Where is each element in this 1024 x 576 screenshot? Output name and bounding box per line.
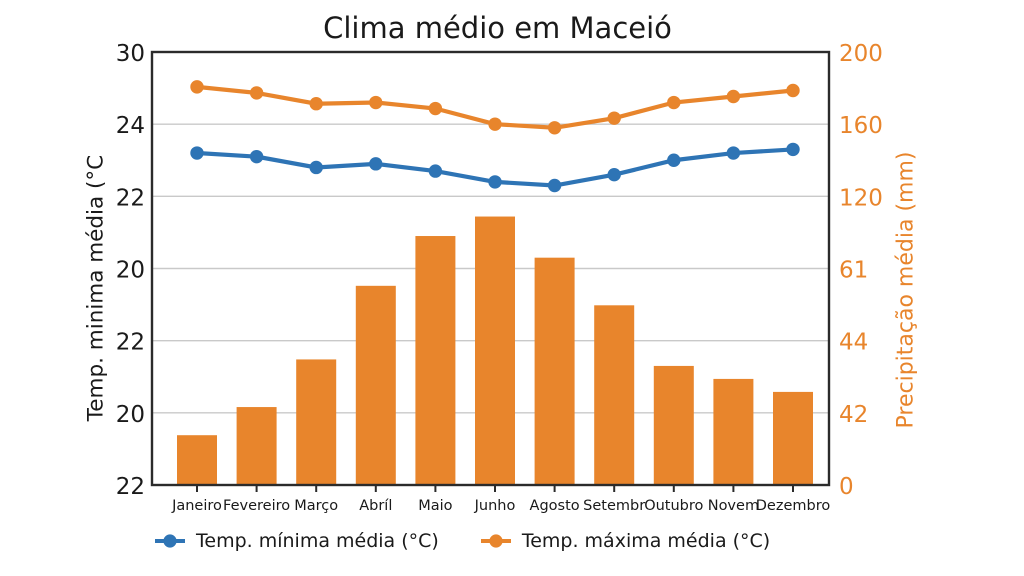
right-tick-label: 61 (839, 258, 868, 284)
max-temp-point (667, 95, 681, 110)
left-tick-label: 20 (116, 402, 145, 428)
min-temp-point (607, 167, 621, 182)
max-temp-point (607, 111, 621, 125)
right-tick-label: 42 (839, 402, 868, 428)
x-tick-label: Maio (418, 498, 452, 514)
left-tick-label: 22 (116, 474, 145, 500)
max-temp-point (488, 117, 502, 131)
max-temp-point (369, 95, 383, 110)
precip-bar (594, 305, 635, 485)
min-temp-legend-marker-icon (155, 534, 185, 548)
x-tick-label: Junho (474, 498, 516, 514)
legend-label: Temp. mínima média (°C) (196, 530, 439, 552)
left-axis-title: Temp. minima média (°C (83, 154, 109, 422)
legend-item-max: Temp. máxima média (°C) (480, 530, 771, 552)
right-axis-title: Precipitação média (mm) (893, 151, 919, 429)
x-tick-label: Novem (708, 498, 759, 514)
precip-bar (236, 407, 277, 485)
legend-item-min: Temp. mínima média (°C) (155, 530, 439, 552)
axis-frame (150, 50, 831, 487)
min-temp-point (428, 164, 443, 178)
max-temp-point (428, 101, 443, 116)
precip-bar (296, 359, 337, 485)
max-temp-point (547, 121, 562, 135)
right-tick-label: 0 (839, 474, 854, 500)
x-tick-label: Agosto (530, 498, 580, 514)
right-tick-label: 160 (839, 113, 883, 139)
precip-bar (773, 391, 813, 485)
right-tick-label: 44 (839, 330, 868, 356)
precip-bar (355, 285, 396, 485)
precip-bar (534, 257, 575, 485)
legend-label: Temp. máxima média (°C) (521, 530, 771, 552)
max-temp-point (190, 80, 204, 94)
x-tick-label: Outubro (644, 498, 703, 514)
x-tick-label: Março (294, 498, 338, 514)
max-temp-point (726, 89, 741, 104)
left-tick-label: 22 (116, 185, 145, 211)
max-temp-point (309, 97, 323, 111)
left-tick-label: 20 (116, 258, 145, 284)
right-tick-label: 200 (839, 41, 883, 67)
min-temp-point (369, 157, 383, 171)
x-tick-label: Dezembro (756, 498, 831, 514)
precip-bar (415, 236, 456, 485)
min-temp-point (488, 175, 502, 189)
legend: Temp. mínima média (°C) Temp. máxima médi… (155, 530, 770, 552)
min-temp-point (786, 142, 800, 157)
max-temp-point (786, 83, 800, 98)
x-tick-label: Fevereiro (223, 498, 290, 514)
left-tick-label: 24 (116, 113, 145, 139)
min-temp-point (309, 160, 323, 175)
precip-bar (177, 435, 217, 485)
right-tick-label: 120 (839, 185, 883, 211)
x-tick-label: Setembr (583, 498, 645, 514)
precip-bar (713, 378, 754, 485)
min-temp-point (667, 153, 681, 167)
precip-bar (653, 365, 694, 485)
max-temp-point (249, 86, 264, 100)
chart-title: Clima médio em Maceió (323, 11, 672, 45)
min-temp-point (547, 178, 562, 193)
x-tick-label: Janeiro (171, 498, 222, 514)
min-temp-point (249, 149, 264, 164)
min-temp-point (190, 146, 204, 160)
precip-bar (475, 216, 515, 486)
x-tick-label: Abríl (359, 498, 392, 514)
left-tick-label: 22 (116, 330, 145, 356)
left-tick-label: 30 (116, 41, 145, 67)
max-temp-legend-marker-icon (480, 534, 511, 548)
min-temp-point (726, 146, 741, 160)
